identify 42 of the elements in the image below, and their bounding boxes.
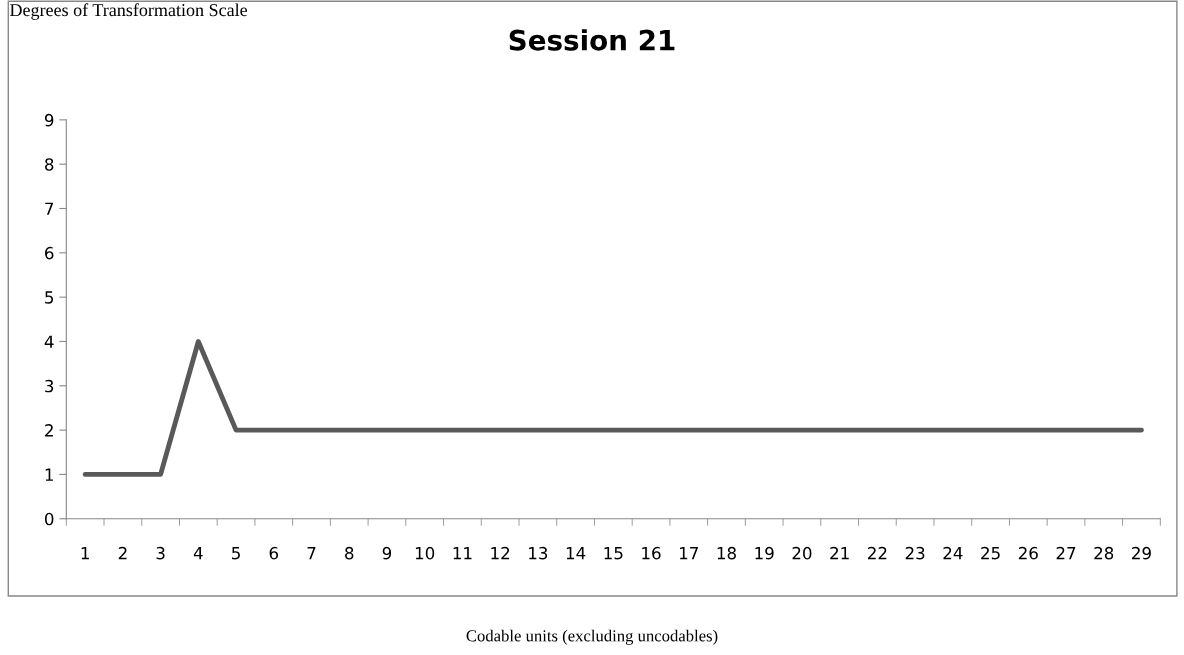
x-tick-label: 18: [717, 546, 736, 560]
x-tick-label: 17: [679, 547, 698, 560]
x-axis-title: Codable units (excluding uncodables): [466, 629, 718, 645]
x-tick-label: 12: [491, 546, 510, 560]
x-tick-label: 24: [943, 546, 963, 560]
x-tick-label: 2: [118, 546, 127, 560]
x-tick-label: 8: [345, 546, 354, 560]
y-tick-label: 5: [45, 291, 54, 304]
x-tick-label: 3: [156, 546, 165, 560]
x-tick-label: 20: [792, 546, 812, 560]
y-tick-label: 9: [44, 113, 54, 127]
x-tick-label: 5: [232, 547, 240, 560]
x-tick-label: 14: [566, 547, 586, 560]
x-tick-label: 9: [382, 546, 392, 560]
x-tick-label: 25: [981, 546, 1000, 560]
x-tick-label: 10: [415, 546, 435, 560]
x-tick-label: 4: [193, 547, 203, 560]
x-tick-label: 27: [1056, 546, 1076, 560]
x-tick-label: 29: [1132, 546, 1151, 560]
x-tick-label: 1: [81, 547, 89, 560]
y-tick-label: 2: [45, 424, 53, 437]
x-tick-label: 28: [1094, 546, 1114, 560]
x-tick-label: 15: [604, 547, 623, 560]
x-tick-label: 11: [453, 547, 472, 560]
x-tick-label: 13: [529, 546, 548, 560]
x-tick-label: 21: [830, 546, 849, 560]
y-tick-label: 6: [45, 246, 54, 260]
y-tick-label: 0: [44, 512, 54, 526]
x-tick-label: 19: [755, 546, 774, 560]
x-tick-label: 26: [1018, 546, 1038, 560]
y-tick-label: 8: [45, 158, 54, 171]
x-tick-label: 7: [307, 547, 316, 560]
y-tick-label: 3: [45, 379, 54, 393]
x-tick-label: 22: [868, 546, 887, 560]
x-tick-label: 6: [269, 546, 279, 560]
text: Degrees of Transformation Scale: [9, 3, 248, 20]
x-tick-label: 16: [642, 546, 661, 560]
y-tick-label: 4: [44, 335, 54, 348]
y-tick-label: 7: [45, 202, 54, 215]
y-tick-label: 1: [45, 468, 53, 481]
x-tick-label: 23: [905, 546, 925, 560]
chart-title: Session 21: [509, 29, 675, 51]
